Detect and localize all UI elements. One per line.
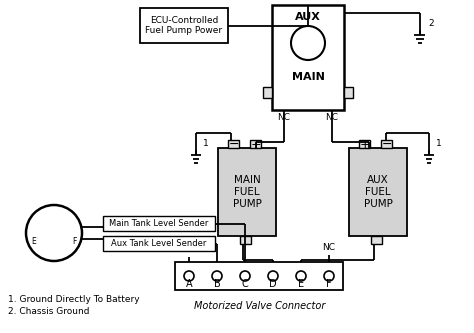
Text: D: D xyxy=(269,279,277,289)
Text: 1: 1 xyxy=(203,139,209,148)
Text: MAIN
FUEL
PUMP: MAIN FUEL PUMP xyxy=(233,175,262,208)
Text: −: − xyxy=(382,138,392,151)
Bar xyxy=(103,236,215,251)
Text: NC: NC xyxy=(277,114,291,123)
Circle shape xyxy=(26,205,82,261)
Bar xyxy=(250,140,261,148)
Text: 2. Chassis Ground: 2. Chassis Ground xyxy=(8,307,90,316)
Text: A: A xyxy=(186,279,192,289)
Text: E: E xyxy=(32,236,36,245)
Text: −: − xyxy=(229,138,239,151)
Text: NC: NC xyxy=(322,243,336,252)
Bar xyxy=(344,87,353,98)
Text: NC: NC xyxy=(326,114,338,123)
Bar xyxy=(371,236,382,244)
Text: Main Tank Level Sender: Main Tank Level Sender xyxy=(109,219,209,228)
Text: +: + xyxy=(360,138,371,151)
Bar xyxy=(103,216,215,231)
Text: Motorized Valve Connector: Motorized Valve Connector xyxy=(194,301,326,311)
Text: AUX: AUX xyxy=(295,12,321,22)
Text: B: B xyxy=(214,279,220,289)
Bar xyxy=(175,262,343,290)
Bar xyxy=(140,8,228,43)
Text: 2: 2 xyxy=(428,19,434,28)
Text: ECU-Controlled
Fuel Pump Power: ECU-Controlled Fuel Pump Power xyxy=(146,16,223,35)
Text: AUX
FUEL
PUMP: AUX FUEL PUMP xyxy=(364,175,392,208)
Text: F: F xyxy=(326,279,332,289)
Text: 1: 1 xyxy=(436,139,442,148)
Bar xyxy=(218,148,276,236)
Bar xyxy=(359,140,371,148)
Text: E: E xyxy=(298,279,304,289)
Bar xyxy=(381,140,392,148)
Bar xyxy=(263,87,272,98)
Text: 1. Ground Directly To Battery: 1. Ground Directly To Battery xyxy=(8,295,140,304)
Text: Aux Tank Level Sender: Aux Tank Level Sender xyxy=(111,239,207,248)
Bar xyxy=(349,148,407,236)
Bar xyxy=(228,140,239,148)
Text: F: F xyxy=(72,236,76,245)
Text: C: C xyxy=(242,279,248,289)
Text: MAIN: MAIN xyxy=(292,72,324,82)
Bar xyxy=(272,5,344,110)
Bar xyxy=(240,236,251,244)
Text: +: + xyxy=(250,138,261,151)
